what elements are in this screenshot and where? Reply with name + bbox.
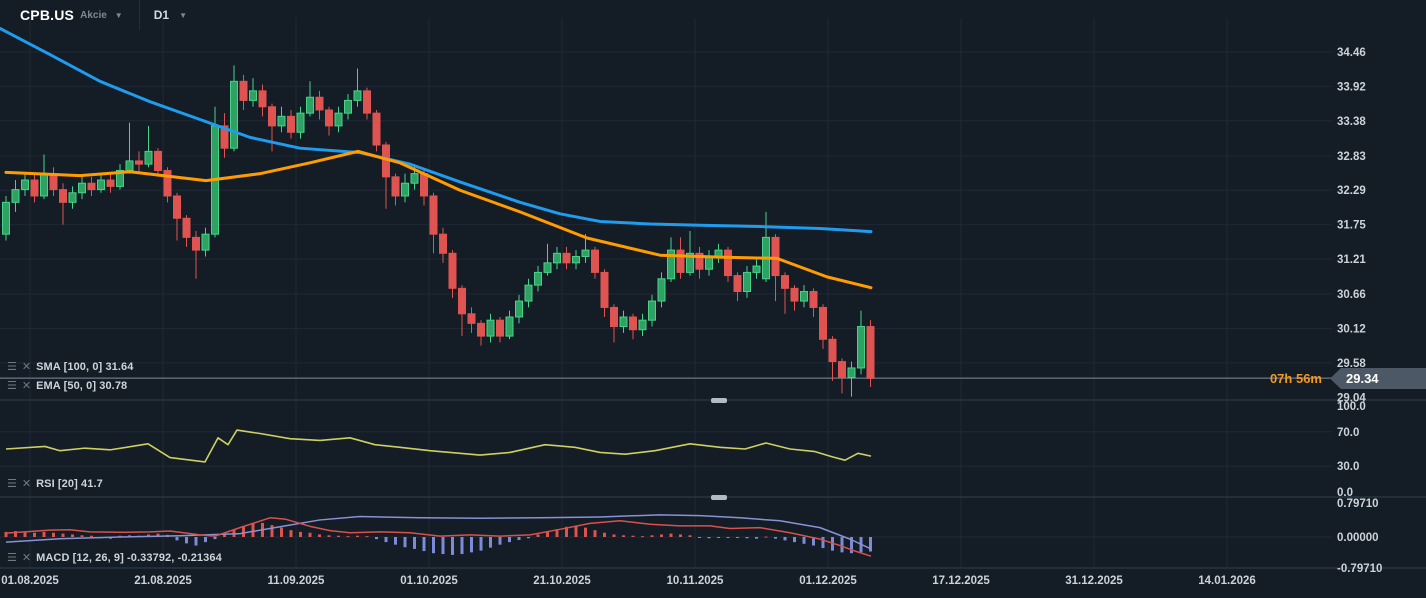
svg-text:31.12.2025: 31.12.2025 [1065, 575, 1123, 587]
svg-text:01.10.2025: 01.10.2025 [400, 575, 458, 587]
svg-text:21.10.2025: 21.10.2025 [533, 575, 591, 587]
chart-header: CPB.US Akcie ▼ D1 ▼ [0, 0, 1426, 30]
ema-line [4, 149, 873, 290]
svg-text:0.79710: 0.79710 [1337, 498, 1379, 510]
svg-text:21.08.2025: 21.08.2025 [134, 575, 192, 587]
svg-text:30.0: 30.0 [1337, 461, 1359, 473]
svg-text:0.0: 0.0 [1337, 487, 1353, 499]
time-axis[interactable]: 01.08.2025 21.08.2025 11.09.2025 01.10.2025… [1, 575, 1256, 587]
ema-indicator-row: ☰ ✕ EMA [50, 0] 30.78 [7, 380, 127, 392]
indicator-close-icon[interactable]: ✕ [21, 380, 32, 392]
svg-text:30.66: 30.66 [1337, 289, 1366, 301]
timeframe-selector[interactable]: D1 ▼ [154, 8, 187, 22]
svg-text:32.83: 32.83 [1337, 151, 1366, 163]
svg-text:0.00000: 0.00000 [1337, 532, 1379, 544]
indicator-settings-icon[interactable]: ☰ [7, 478, 17, 490]
svg-text:-0.79710: -0.79710 [1337, 563, 1382, 575]
chevron-down-icon: ▼ [179, 10, 187, 20]
gridlines [0, 18, 1332, 568]
indicator-close-icon[interactable]: ✕ [21, 361, 32, 373]
svg-text:34.46: 34.46 [1337, 47, 1366, 59]
indicator-close-icon[interactable]: ✕ [21, 552, 32, 564]
chevron-down-icon: ▼ [114, 10, 123, 20]
macd-signal-line [5, 514, 872, 550]
sma-indicator-row: ☰ ✕ SMA [100, 0] 31.64 [7, 361, 133, 373]
macd-indicator-row: ☰ ✕ MACD [12, 26, 9] -0.33792, -0.21364 [7, 552, 222, 564]
svg-text:31.21: 31.21 [1337, 254, 1366, 266]
panel-separators [0, 399, 1426, 569]
svg-text:01.08.2025: 01.08.2025 [1, 575, 59, 587]
macd-line [5, 517, 872, 557]
rsi-line [5, 429, 872, 463]
sma-line [0, 26, 873, 234]
svg-text:17.12.2025: 17.12.2025 [932, 575, 990, 587]
svg-text:29.58: 29.58 [1337, 358, 1366, 370]
indicator-settings-icon[interactable]: ☰ [7, 380, 17, 392]
candlestick-series [2, 65, 875, 397]
svg-text:01.12.2025: 01.12.2025 [799, 575, 857, 587]
panel-resize-handle[interactable] [711, 398, 727, 403]
svg-text:33.38: 33.38 [1337, 116, 1366, 128]
last-price-tag: 29.34 [1330, 368, 1426, 389]
header-divider [138, 0, 140, 30]
svg-text:31.75: 31.75 [1337, 220, 1366, 232]
instrument-type-label: Akcie [80, 9, 107, 21]
svg-text:29.04: 29.04 [1337, 392, 1366, 404]
rsi-label: RSI [20] 41.7 [36, 478, 103, 490]
panel-resize-handle[interactable] [711, 495, 727, 500]
svg-text:10.11.2025: 10.11.2025 [667, 575, 725, 587]
svg-text:33.92: 33.92 [1337, 81, 1366, 93]
rsi-indicator-row: ☰ ✕ RSI [20] 41.7 [7, 478, 103, 490]
indicator-settings-icon[interactable]: ☰ [7, 361, 17, 373]
indicator-settings-icon[interactable]: ☰ [7, 552, 17, 564]
indicator-close-icon[interactable]: ✕ [21, 478, 32, 490]
candle-countdown: 07h 56m [1269, 371, 1322, 386]
symbol-selector[interactable]: CPB.US Akcie ▼ [0, 0, 123, 30]
ema-label: EMA [50, 0] 30.78 [36, 380, 128, 392]
svg-text:30.12: 30.12 [1337, 323, 1366, 335]
timeframe-label: D1 [153, 8, 170, 22]
svg-text:32.29: 32.29 [1337, 185, 1366, 197]
price-axis[interactable]: 34.46 33.92 33.38 32.83 32.29 31.75 31.21 30.66… [1337, 47, 1382, 575]
macd-label: MACD [12, 26, 9] -0.33792, -0.21364 [36, 552, 222, 564]
sma-label: SMA [100, 0] 31.64 [36, 361, 134, 373]
svg-text:14.01.2026: 14.01.2026 [1198, 575, 1256, 587]
symbol-name: CPB.US [20, 7, 75, 23]
svg-text:11.09.2025: 11.09.2025 [268, 575, 326, 587]
svg-text:70.0: 70.0 [1337, 427, 1359, 439]
svg-text:100.0: 100.0 [1337, 401, 1366, 413]
